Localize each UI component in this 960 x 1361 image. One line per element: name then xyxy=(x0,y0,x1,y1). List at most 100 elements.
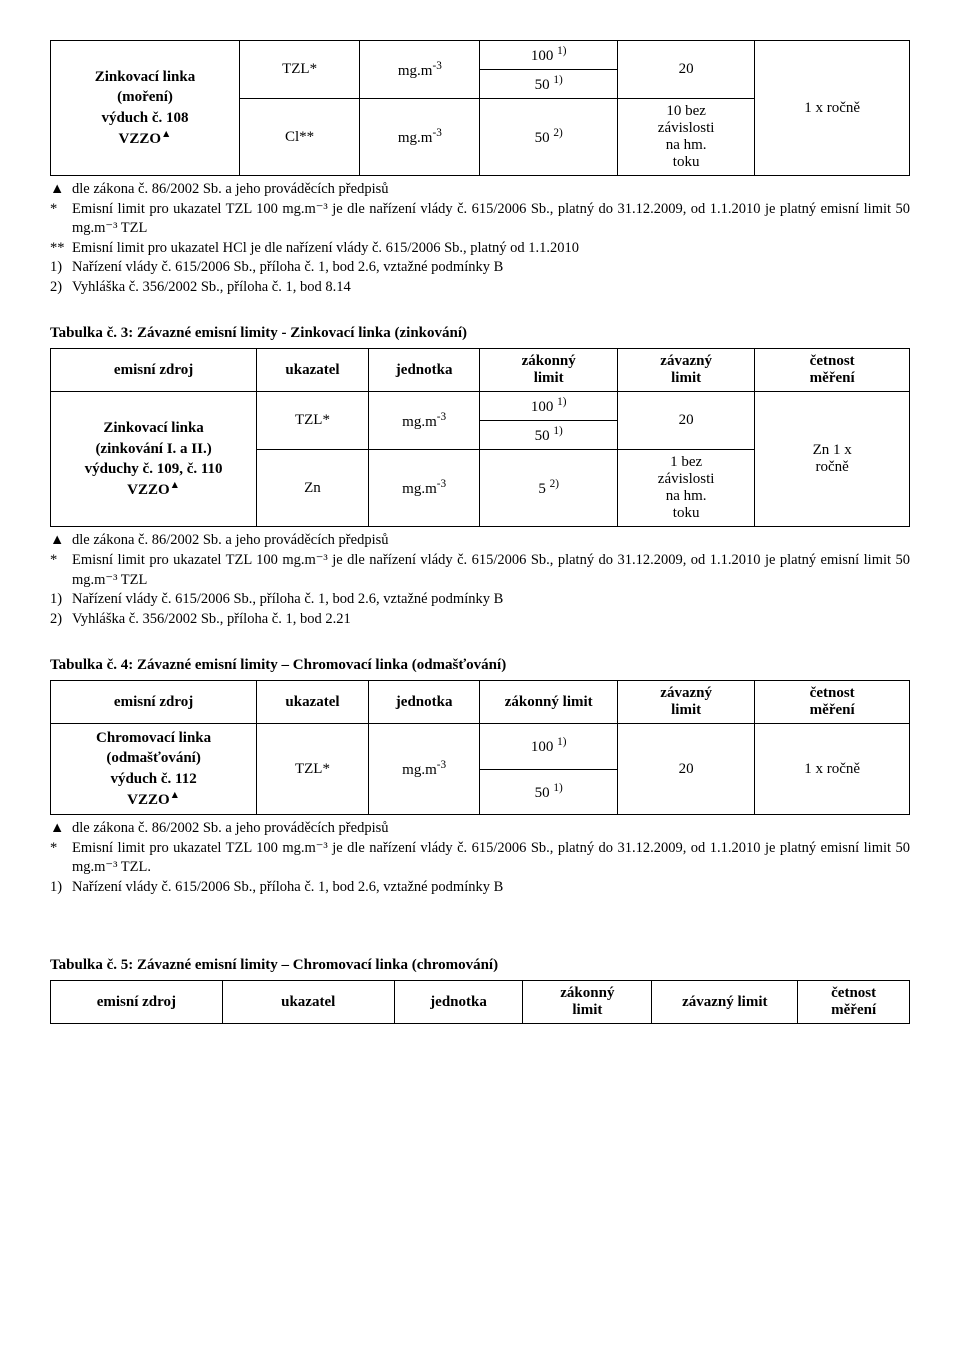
t1-cl-lim-sup: 2) xyxy=(553,127,562,139)
t1-cl-unit-base: mg.m xyxy=(398,130,433,146)
t3-source: Zinkovací linka(zinkování I. a II.)výduc… xyxy=(51,392,257,527)
n1-d-t: Nařízení vlády č. 615/2006 Sb., příloha … xyxy=(72,258,910,278)
t1-cl-lim: 50 2) xyxy=(480,99,617,176)
n1-a-m: ▲ xyxy=(50,180,72,200)
notes-1: ▲dle zákona č. 86/2002 Sb. a jeho provád… xyxy=(50,180,910,297)
t4-tzl-unit: mg.m-3 xyxy=(368,724,480,815)
t3-tzl-lim-b-s: 1) xyxy=(553,425,562,437)
t3-source-txt: Zinkovací linka(zinkování I. a II.)výduc… xyxy=(85,420,223,498)
t3-zn-unit: mg.m-3 xyxy=(368,450,480,527)
n4-b-t: Emisní limit pro ukazatel TZL 100 mg.m⁻³… xyxy=(72,839,910,878)
n1-b-m: * xyxy=(50,200,72,220)
t5-title: Tabulka č. 5: Závazné emisní limity – Ch… xyxy=(50,957,910,974)
t3-tzl-unit-base: mg.m xyxy=(402,414,437,430)
t3-tzl-lim-a: 100 1) xyxy=(480,392,617,421)
t3-tzl-lim-b: 50 1) xyxy=(480,421,617,450)
t4-tzl-lim-a-v: 100 xyxy=(531,739,554,755)
t4-source-txt: Chromovací linka(odmašťování)výduch č. 1… xyxy=(96,730,211,808)
t1-tzl-lim-a-sup: 1) xyxy=(557,45,566,57)
t3-h1: emisní zdroj xyxy=(51,349,257,392)
t5-h1: emisní zdroj xyxy=(51,981,223,1024)
t1-tzl-lim-a-val: 100 xyxy=(531,48,554,64)
t1-source: Zinkovací linka(moření)výduch č. 108VZZO… xyxy=(51,41,240,176)
t5-h4: zákonnýlimit xyxy=(523,981,652,1024)
n4-c-m: 1) xyxy=(50,878,72,898)
t1-cetnost: 1 x ročně xyxy=(755,41,910,176)
n4-a-m: ▲ xyxy=(50,819,72,839)
t4-tzl-uk: TZL* xyxy=(257,724,369,815)
t4-h1: emisní zdroj xyxy=(51,681,257,724)
t1-cl-zav: 10 bezzávislostina hm.toku xyxy=(617,99,754,176)
t3-tzl-zav: 20 xyxy=(617,392,754,450)
t1-tzl-unit-exp: -3 xyxy=(432,60,441,72)
t1-source-line1: Zinkovací linka(moření)výduch č. 108VZZO xyxy=(95,69,195,147)
t4-cetnost: 1 x ročně xyxy=(755,724,910,815)
t3-zn-lim: 5 2) xyxy=(480,450,617,527)
t3-tzl-unit: mg.m-3 xyxy=(368,392,480,450)
n3-a-t: dle zákona č. 86/2002 Sb. a jeho provádě… xyxy=(72,531,910,551)
t3-cetnost: Zn 1 xročně xyxy=(755,392,910,527)
notes-3: ▲dle zákona č. 86/2002 Sb. a jeho provád… xyxy=(50,531,910,629)
table-3: emisní zdroj ukazatel jednotka zákonnýli… xyxy=(50,348,910,527)
t4-title: Tabulka č. 4: Závazné emisní limity – Ch… xyxy=(50,657,910,674)
t1-tzl-unit: mg.m-3 xyxy=(360,41,480,99)
t4-tzl-lim-b: 50 1) xyxy=(480,769,617,815)
t3-tzl-unit-exp: -3 xyxy=(437,411,446,423)
n4-a-t: dle zákona č. 86/2002 Sb. a jeho provádě… xyxy=(72,819,910,839)
n1-e-t: Vyhláška č. 356/2002 Sb., příloha č. 1, … xyxy=(72,278,910,298)
n3-b-m: * xyxy=(50,551,72,571)
table-5: emisní zdroj ukazatel jednotka zákonnýli… xyxy=(50,980,910,1024)
n1-c-m: ** xyxy=(50,239,72,259)
t5-h3: jednotka xyxy=(394,981,523,1024)
t3-zn-unit-e: -3 xyxy=(437,478,446,490)
n4-b-m: * xyxy=(50,839,72,859)
t4-tzl-lim-a: 100 1) xyxy=(480,724,617,770)
n1-b-t: Emisní limit pro ukazatel TZL 100 mg.m⁻³… xyxy=(72,200,910,239)
t3-zn-uk: Zn xyxy=(257,450,369,527)
n3-d-m: 2) xyxy=(50,610,72,630)
t3-zn-zav: 1 bezzávislostina hm.toku xyxy=(617,450,754,527)
t4-h3: jednotka xyxy=(368,681,480,724)
n3-b-t: Emisní limit pro ukazatel TZL 100 mg.m⁻³… xyxy=(72,551,910,590)
t1-tzl-lim-b: 50 1) xyxy=(480,70,617,99)
t1-cl-unit: mg.m-3 xyxy=(360,99,480,176)
n3-a-m: ▲ xyxy=(50,531,72,551)
t3-zn-lim-v: 5 xyxy=(538,481,546,497)
table-1: Zinkovací linka(moření)výduch č. 108VZZO… xyxy=(50,40,910,176)
t3-h4: zákonnýlimit xyxy=(480,349,617,392)
t4-tzl-lim-b-s: 1) xyxy=(553,782,562,794)
t4-tzl-unit-b: mg.m xyxy=(402,762,437,778)
t1-cl-unit-exp: -3 xyxy=(432,127,441,139)
t3-tzl-lim-a-s: 1) xyxy=(557,396,566,408)
t4-h5: závaznýlimit xyxy=(617,681,754,724)
t3-title: Tabulka č. 3: Závazné emisní limity - Zi… xyxy=(50,325,910,342)
notes-4: ▲dle zákona č. 86/2002 Sb. a jeho provád… xyxy=(50,819,910,897)
t3-h5: závaznýlimit xyxy=(617,349,754,392)
t1-cl-lim-val: 50 xyxy=(535,130,550,146)
t3-tzl-uk: TZL* xyxy=(257,392,369,450)
t5-h5: závazný limit xyxy=(652,981,798,1024)
t4-tzl-lim-a-s: 1) xyxy=(557,736,566,748)
t5-h6: četnostměření xyxy=(798,981,910,1024)
t1-tzl-zav: 20 xyxy=(617,41,754,99)
n3-c-m: 1) xyxy=(50,590,72,610)
t3-zn-lim-s: 2) xyxy=(550,478,559,490)
n4-c-t: Nařízení vlády č. 615/2006 Sb., příloha … xyxy=(72,878,910,898)
n1-d-m: 1) xyxy=(50,258,72,278)
table-4: emisní zdroj ukazatel jednotka zákonný l… xyxy=(50,680,910,815)
t1-tzl-unit-base: mg.m xyxy=(398,63,433,79)
t1-tzl-lim-b-sup: 1) xyxy=(553,74,562,86)
t4-h4: zákonný limit xyxy=(480,681,617,724)
t5-h2: ukazatel xyxy=(222,981,394,1024)
t3-h2: ukazatel xyxy=(257,349,369,392)
t1-tzl-uk: TZL* xyxy=(239,41,359,99)
t1-cl-uk: Cl** xyxy=(239,99,359,176)
n1-c-t: Emisní limit pro ukazatel HCl je dle nař… xyxy=(72,239,910,259)
t3-h3: jednotka xyxy=(368,349,480,392)
t3-h6: četnostměření xyxy=(755,349,910,392)
t1-tzl-lim-a: 100 1) xyxy=(480,41,617,70)
n1-a-t: dle zákona č. 86/2002 Sb. a jeho provádě… xyxy=(72,180,910,200)
t1-tzl-lim-b-val: 50 xyxy=(535,77,550,93)
t3-zn-unit-b: mg.m xyxy=(402,481,437,497)
t4-tzl-unit-e: -3 xyxy=(437,759,446,771)
